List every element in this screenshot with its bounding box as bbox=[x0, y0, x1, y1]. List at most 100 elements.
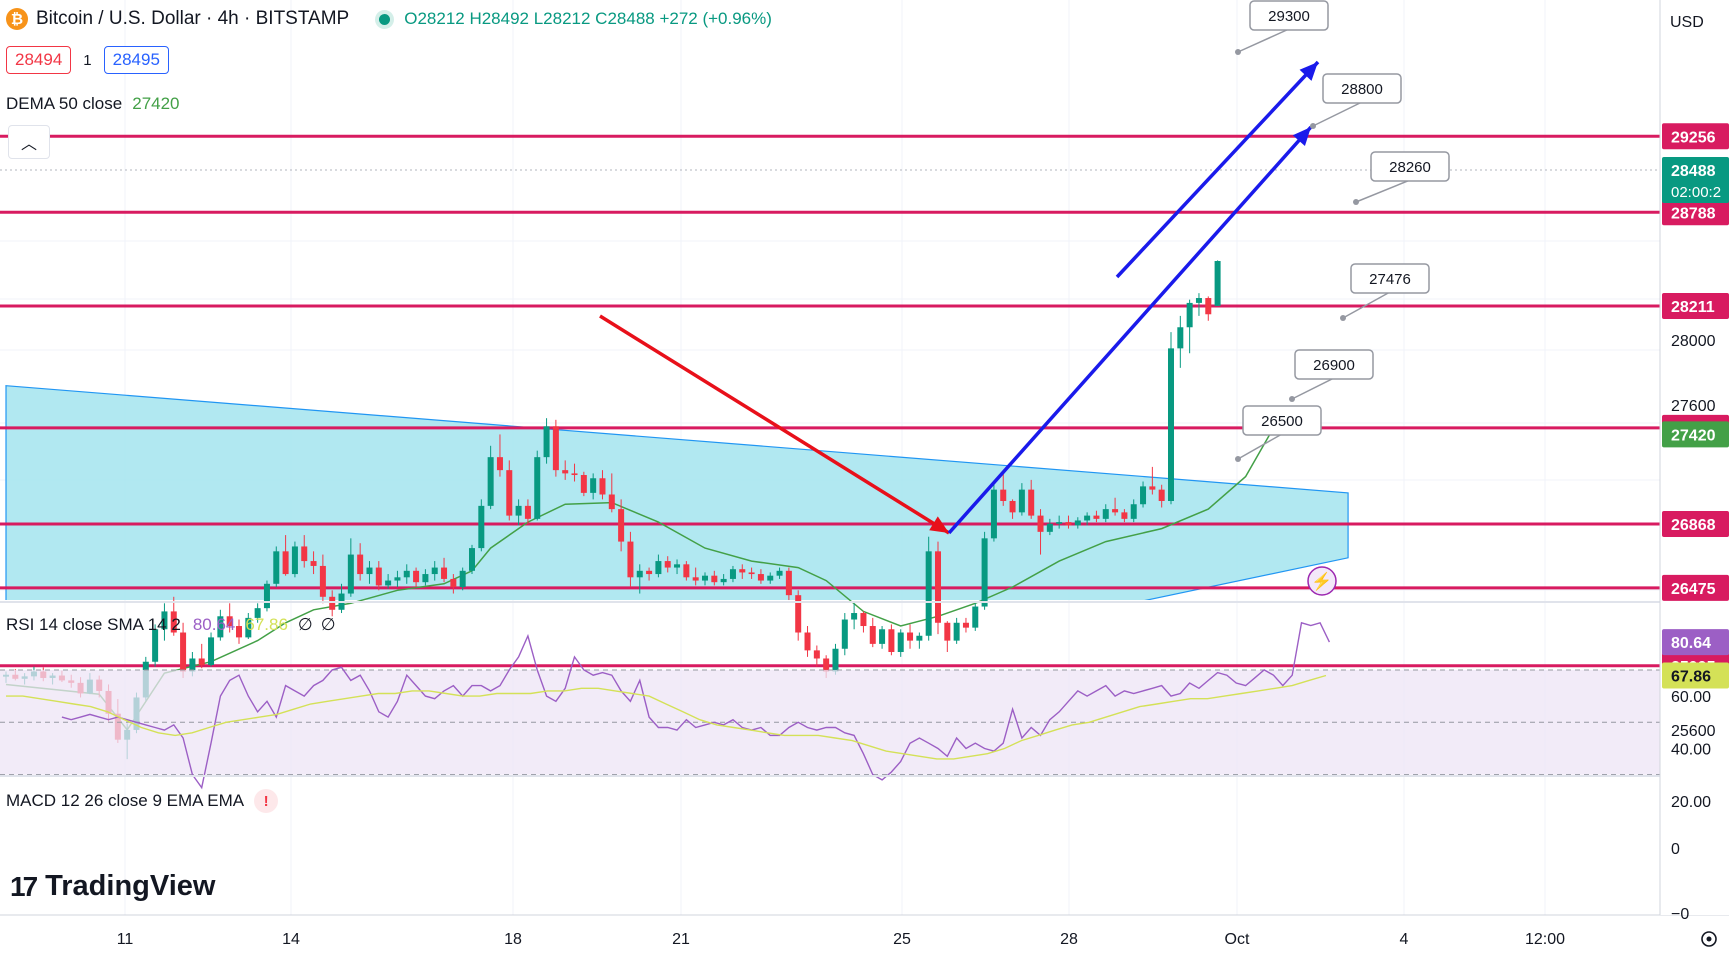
candle-body bbox=[962, 622, 969, 628]
callout-box bbox=[1370, 151, 1450, 182]
callout-label: 28260 bbox=[1389, 159, 1431, 176]
callout-box bbox=[1322, 73, 1402, 104]
time-tick-label: 12:00 bbox=[1525, 931, 1565, 948]
horizontal-levels bbox=[0, 134, 1660, 668]
level-price-badge-bg bbox=[1662, 511, 1729, 538]
time-tick-label: 25 bbox=[893, 931, 911, 948]
rsi-legend[interactable]: RSI 14 close SMA 14 2 80.64 67.86 ∅ ∅ bbox=[6, 615, 336, 635]
rsi-value-badge-bg bbox=[1662, 629, 1729, 656]
candle-body bbox=[1186, 302, 1193, 328]
candle-body bbox=[403, 570, 410, 578]
candle-body bbox=[664, 561, 671, 568]
macd-tick-label: −0 bbox=[1671, 906, 1689, 923]
candle-body bbox=[1102, 509, 1109, 519]
candle-body bbox=[1056, 522, 1063, 524]
candle-body bbox=[310, 561, 317, 566]
candle-body bbox=[1028, 489, 1035, 516]
triangle-body bbox=[5, 385, 1349, 600]
price-axis: USD 25600 27600 28000 20.00 40.00 60.00 0 −0 2925… bbox=[0, 0, 1729, 923]
candle-body bbox=[571, 473, 578, 476]
currency-label: USD bbox=[1670, 14, 1704, 31]
dema-price-badge-bg bbox=[1662, 421, 1729, 448]
sell-button[interactable]: 28494 bbox=[6, 46, 72, 74]
collapse-legend-button[interactable]: ︿ bbox=[8, 125, 50, 159]
last-price-badge: 28488 bbox=[1671, 163, 1716, 180]
callout-anchor bbox=[1310, 123, 1316, 129]
candle-body bbox=[552, 426, 559, 471]
symbol-title[interactable]: Bitcoin / U.S. Dollar · 4h · BITSTAMP bbox=[36, 8, 350, 29]
bitcoin-icon: ₿ bbox=[6, 8, 28, 30]
candle-body bbox=[1149, 486, 1156, 490]
logo-text: TradingView bbox=[45, 870, 216, 902]
candle-body bbox=[375, 567, 382, 586]
macd-legend[interactable]: MACD 12 26 close 9 EMA EMA ! bbox=[6, 789, 279, 813]
candle-body bbox=[692, 577, 699, 581]
price-tick-label: 28000 bbox=[1671, 333, 1716, 350]
candle-body bbox=[1000, 489, 1007, 501]
level-price-badge: 26475 bbox=[1671, 581, 1716, 598]
candle-body bbox=[450, 578, 457, 588]
market-open-icon bbox=[379, 13, 391, 25]
price-tick-label: 27600 bbox=[1671, 398, 1716, 415]
rsi-line bbox=[61, 621, 1331, 790]
callout-label: 29300 bbox=[1268, 8, 1310, 25]
candle-body bbox=[217, 616, 224, 638]
dema-legend[interactable]: DEMA 50 close 27420 bbox=[6, 94, 180, 114]
candle-body bbox=[618, 509, 625, 542]
callout-pointer bbox=[1342, 291, 1391, 319]
candle-body bbox=[254, 608, 261, 618]
candle-body bbox=[1084, 515, 1091, 521]
candle-body bbox=[524, 505, 531, 519]
rsi-extra-2: ∅ bbox=[320, 615, 336, 634]
macd-tick-label: 0 bbox=[1671, 841, 1680, 858]
rsi-extra-1: ∅ bbox=[297, 615, 313, 634]
candle-body bbox=[804, 632, 811, 651]
candle-body bbox=[1177, 327, 1184, 349]
candle-body bbox=[916, 635, 923, 641]
buy-button[interactable]: 28495 bbox=[103, 46, 169, 74]
level-price-badge: 29256 bbox=[1671, 129, 1716, 146]
dema-label: DEMA 50 close bbox=[6, 94, 123, 113]
level-price-badge-bg bbox=[1662, 292, 1729, 319]
candle-body bbox=[869, 626, 876, 644]
candle-body bbox=[478, 505, 485, 549]
callout-anchor bbox=[1235, 456, 1241, 462]
rsi-tick-label: 40.00 bbox=[1671, 741, 1711, 758]
chevron-up-icon: ︿ bbox=[20, 136, 37, 153]
candle-body bbox=[851, 613, 858, 620]
callout-anchor bbox=[1340, 315, 1346, 321]
callout-box bbox=[1242, 405, 1322, 436]
candle-body bbox=[832, 648, 839, 672]
candle-body bbox=[1112, 509, 1119, 513]
candle-body bbox=[208, 637, 215, 665]
candle-body bbox=[413, 570, 420, 583]
level-price-badge: 28211 bbox=[1671, 299, 1715, 316]
warning-icon[interactable]: ! bbox=[254, 789, 279, 813]
settings-icon-center bbox=[1706, 936, 1712, 942]
candle-body bbox=[385, 580, 392, 586]
rsi-sma-value: 67.86 bbox=[245, 615, 288, 634]
callout-anchor bbox=[1289, 396, 1295, 402]
candle-body bbox=[152, 629, 159, 662]
tradingview-logo[interactable]: 17 TradingView bbox=[10, 870, 215, 903]
candle-body bbox=[823, 658, 830, 672]
dema-value: 27420 bbox=[132, 94, 180, 113]
candle-body bbox=[711, 575, 718, 583]
tradingview-logo-icon: 17 bbox=[10, 870, 38, 902]
rsi-sma-badge: 67.86 bbox=[1671, 669, 1711, 686]
candle-body bbox=[198, 658, 205, 665]
candle-body bbox=[1074, 520, 1081, 526]
candle-body bbox=[646, 570, 653, 575]
candle-body bbox=[469, 548, 475, 571]
candle-body bbox=[907, 632, 914, 641]
blue-trend-arrow-upper-head bbox=[1299, 62, 1318, 81]
blue-trend-arrow-lower bbox=[947, 125, 1313, 535]
time-tick-label: 14 bbox=[282, 931, 300, 948]
symbol-legend: ₿ Bitcoin / U.S. Dollar · 4h · BITSTAMP … bbox=[6, 8, 772, 30]
candle-body bbox=[757, 574, 764, 581]
ohlc-values: O28212 H28492 L28212 C28488 +272 (+0.96%… bbox=[404, 9, 772, 28]
callout-label: 26900 bbox=[1313, 357, 1355, 374]
candle-body bbox=[189, 658, 196, 672]
